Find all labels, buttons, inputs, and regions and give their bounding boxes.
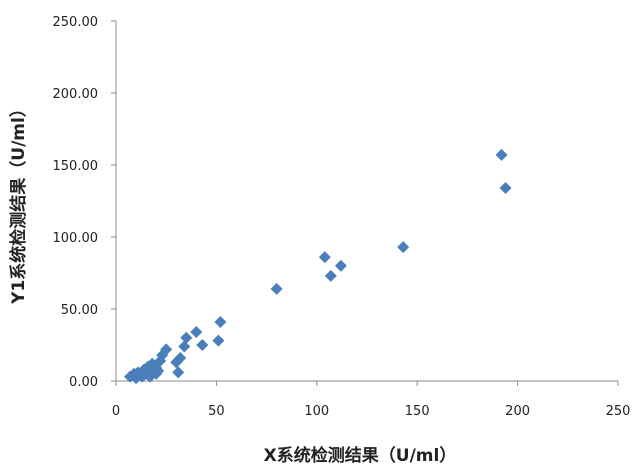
data-point xyxy=(160,343,173,356)
data-points xyxy=(124,148,512,385)
data-point xyxy=(152,364,165,377)
x-axis-ticks: 0 50 100 150 200 250 xyxy=(112,381,631,419)
data-point xyxy=(190,326,203,339)
data-point xyxy=(334,259,347,272)
y-axis-ticks: 0.00 50.00 100.00 150.00 200.00 250.00 xyxy=(53,15,116,390)
y-tick-label: 250.00 xyxy=(53,15,99,30)
data-point xyxy=(212,334,225,347)
data-point xyxy=(172,366,185,379)
x-tick-label: 100 xyxy=(304,404,329,419)
data-point xyxy=(318,251,331,264)
data-point xyxy=(180,331,193,344)
x-tick-label: 0 xyxy=(112,404,120,419)
x-tick-label: 150 xyxy=(405,404,430,419)
data-point xyxy=(397,241,410,254)
data-point xyxy=(324,269,337,282)
data-point xyxy=(270,282,283,295)
x-tick-label: 250 xyxy=(606,404,631,419)
y-axis-title: Y1系统检测结果（U/ml） xyxy=(8,100,29,305)
x-tick-label: 50 xyxy=(208,404,225,419)
x-tick-label: 200 xyxy=(505,404,530,419)
data-point xyxy=(495,148,508,161)
y-tick-label: 200.00 xyxy=(53,87,99,102)
x-axis-title: X系统检测结果（U/ml） xyxy=(264,445,457,466)
y-tick-label: 150.00 xyxy=(53,159,99,174)
data-point xyxy=(178,340,191,353)
data-point xyxy=(499,182,512,195)
y-tick-label: 100.00 xyxy=(53,231,99,246)
data-point xyxy=(196,339,209,351)
data-point xyxy=(174,351,187,364)
data-point xyxy=(214,315,227,328)
y-tick-label: 0.00 xyxy=(69,375,98,390)
y-tick-label: 50.00 xyxy=(61,303,98,318)
